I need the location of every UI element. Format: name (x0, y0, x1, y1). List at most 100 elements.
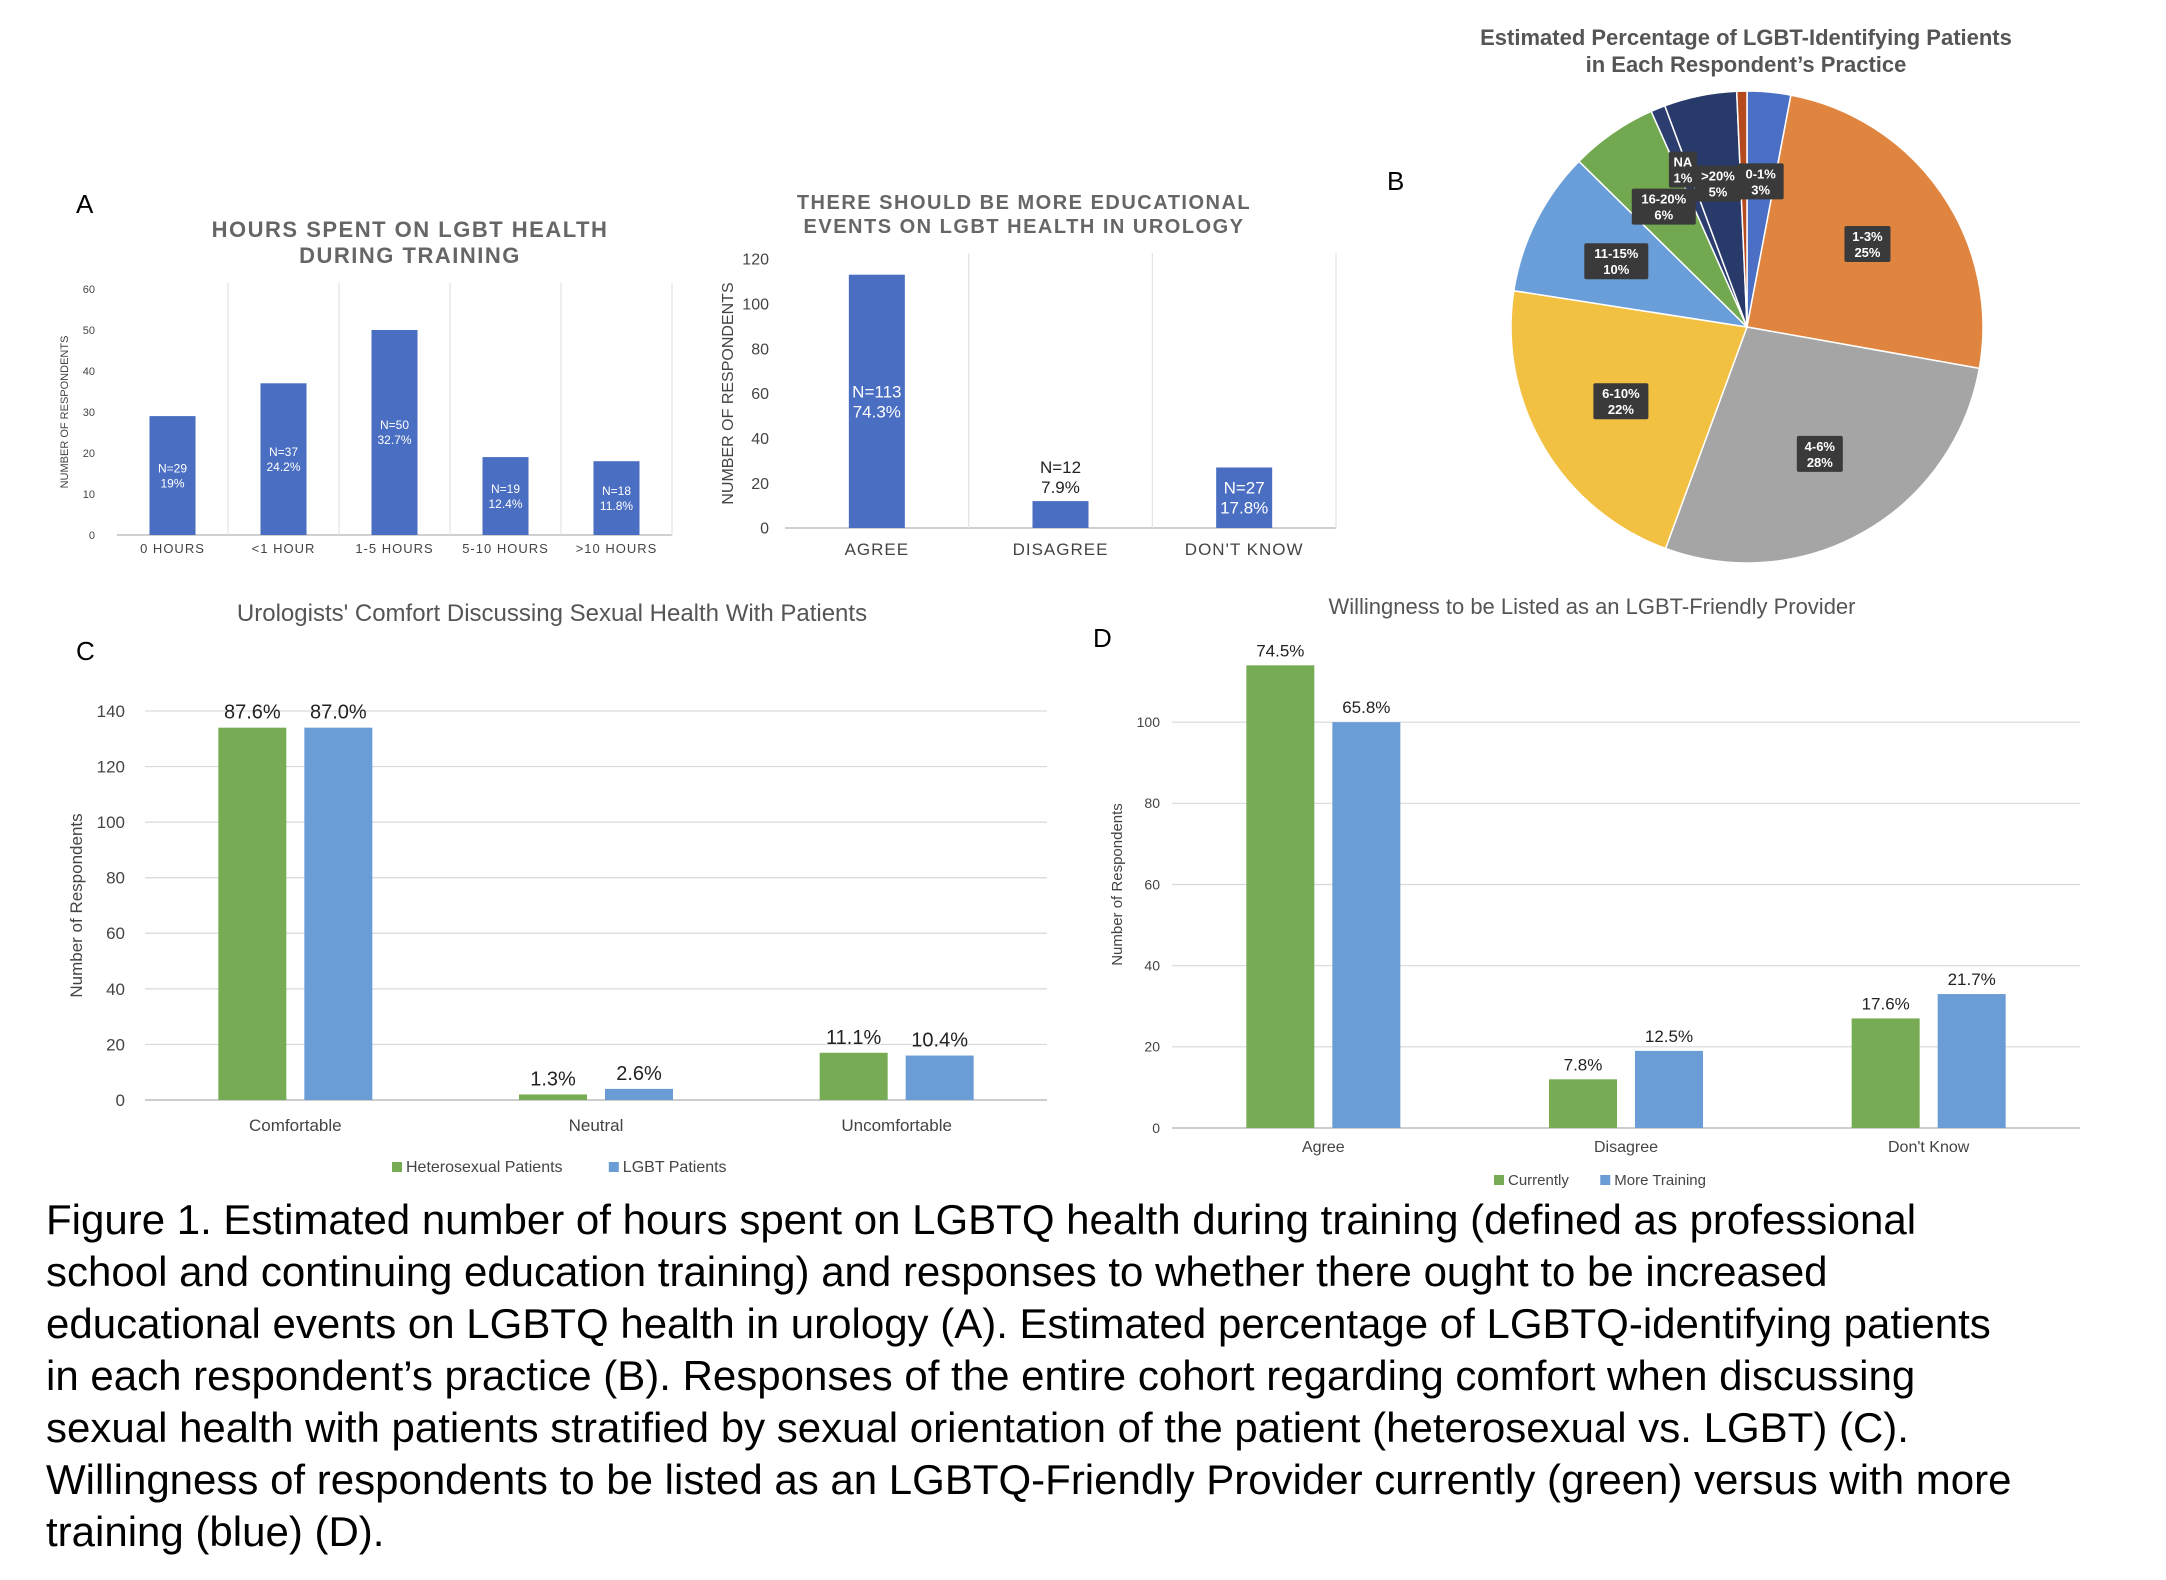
data-label: N=50 (380, 418, 409, 432)
pie-pct-label: 1% (1673, 171, 1692, 186)
pie-label-box (1694, 165, 1741, 202)
data-label: 32.7% (377, 433, 411, 447)
chart-title: Urologists' Comfort Discussing Sexual He… (237, 600, 867, 627)
data-label: 17.8% (1220, 499, 1268, 518)
legend-swatch (1494, 1175, 1504, 1185)
bar-lgbt-patients (605, 1088, 673, 1100)
x-tick-label: Neutral (569, 1116, 624, 1135)
y-tick-label: 60 (1144, 876, 1160, 892)
x-tick-label: 0 HOURS (140, 541, 205, 556)
pie-label-box (1593, 383, 1649, 420)
x-tick-label: Uncomfortable (841, 1116, 952, 1135)
y-tick-label: 100 (97, 813, 125, 832)
x-tick-label: DISAGREE (1013, 540, 1109, 559)
y-tick-label: 100 (742, 296, 769, 313)
legend-swatch (608, 1162, 619, 1172)
data-label: 87.0% (310, 702, 367, 724)
data-label: 1.3% (530, 1068, 576, 1090)
data-label: 74.3% (853, 402, 901, 421)
y-tick-label: 0 (760, 521, 769, 538)
y-tick-label: 20 (83, 448, 95, 460)
data-label: 17.6% (1862, 994, 1910, 1013)
y-tick-label: 50 (83, 325, 95, 337)
y-tick-label: 0 (116, 1091, 125, 1110)
bar-currently (1851, 1018, 1920, 1128)
y-tick-label: 60 (751, 386, 769, 403)
caption-line: Figure 1. Estimated number of hours spen… (46, 1196, 1917, 1243)
chart-title: Willingness to be Listed as an LGBT-Frie… (1328, 594, 1855, 619)
pie-pct-label: 5% (1709, 185, 1728, 200)
bar-more-training (1635, 1050, 1703, 1128)
data-label: N=29 (158, 461, 187, 475)
y-axis-label: Number of Respondents (67, 813, 86, 997)
pie-label: 1-3% (1852, 229, 1883, 244)
legend-label: LGBT Patients (623, 1159, 727, 1176)
y-tick-label: 60 (106, 924, 125, 943)
y-tick-label: 40 (83, 366, 95, 378)
chart-title: Estimated Percentage of LGBT-Identifying… (1480, 25, 2012, 50)
data-label: N=19 (491, 482, 520, 496)
pie-label: 0-1% (1745, 166, 1776, 181)
bar-currently (1549, 1079, 1617, 1128)
legend-label: Currently (1508, 1172, 1569, 1189)
y-tick-label: 80 (1144, 795, 1160, 811)
panel-letter-a: A (76, 189, 94, 219)
legend-label: Heterosexual Patients (406, 1159, 563, 1176)
data-label: 11.8% (600, 499, 633, 513)
pie-label-box (1737, 163, 1784, 200)
pie-label-box (1668, 151, 1697, 188)
panel-letter-b: B (1387, 166, 1404, 196)
bar-more-training (1332, 722, 1401, 1128)
data-label: 87.6% (224, 702, 281, 724)
bar-heterosexual-patients (218, 727, 287, 1100)
pie-slice-6-10- (1510, 289, 1749, 550)
bar (1216, 467, 1273, 528)
caption-line: in each respondent’s practice (B). Respo… (46, 1352, 1916, 1399)
bar (371, 330, 418, 535)
x-tick-label: >10 HOURS (576, 541, 658, 556)
y-tick-label: 20 (106, 1035, 125, 1054)
y-tick-label: 80 (106, 869, 125, 888)
x-tick-label: <1 HOUR (252, 541, 316, 556)
pie-label: >20% (1701, 169, 1735, 184)
y-axis-label: NUMBER OF RESPONDENTS (720, 282, 737, 504)
data-label: N=37 (269, 445, 298, 459)
bar-lgbt-patients (304, 727, 373, 1100)
bar-more-training (1937, 994, 2006, 1128)
y-tick-label: 20 (751, 476, 769, 493)
bar (482, 457, 529, 535)
pie-label: 6-10% (1602, 386, 1640, 401)
bar (1032, 501, 1089, 528)
bar (149, 416, 196, 535)
bar (593, 461, 640, 535)
y-tick-label: 100 (1137, 714, 1161, 730)
pie-pct-label: 22% (1608, 402, 1634, 417)
caption-line: school and continuing education training… (46, 1248, 1828, 1295)
pie-pct-label: 10% (1603, 262, 1629, 277)
pie-label: 11-15% (1594, 246, 1639, 261)
caption-line: educational events on LGBTQ health in ur… (46, 1300, 1991, 1347)
chart-title: DURING TRAINING (299, 243, 521, 268)
caption-line: Willingness of respondents to be listed … (46, 1456, 2012, 1503)
y-tick-label: 20 (1144, 1039, 1160, 1055)
data-label: 74.5% (1256, 641, 1304, 660)
legend-swatch (1600, 1175, 1611, 1185)
data-label: 7.9% (1041, 478, 1080, 497)
legend-swatch (392, 1162, 402, 1172)
pie-pct-label: 3% (1751, 182, 1770, 197)
y-axis-label: Number of Respondents (1109, 803, 1126, 966)
x-tick-label: DON'T KNOW (1185, 540, 1304, 559)
y-tick-label: 40 (751, 431, 769, 448)
pie-label-box (1844, 225, 1891, 262)
pie-pct-label: 25% (1854, 245, 1880, 260)
data-label: 7.8% (1564, 1055, 1603, 1074)
chart-title: in Each Respondent’s Practice (1586, 52, 1907, 77)
data-label: N=12 (1040, 458, 1081, 477)
pie-label: 4-6% (1805, 439, 1836, 454)
y-tick-label: 120 (742, 252, 769, 269)
y-axis-label: NUMBER OF RESPONDENTS (59, 336, 71, 489)
y-tick-label: 0 (1152, 1120, 1160, 1136)
data-label: N=113 (852, 382, 901, 401)
bar (260, 383, 307, 535)
